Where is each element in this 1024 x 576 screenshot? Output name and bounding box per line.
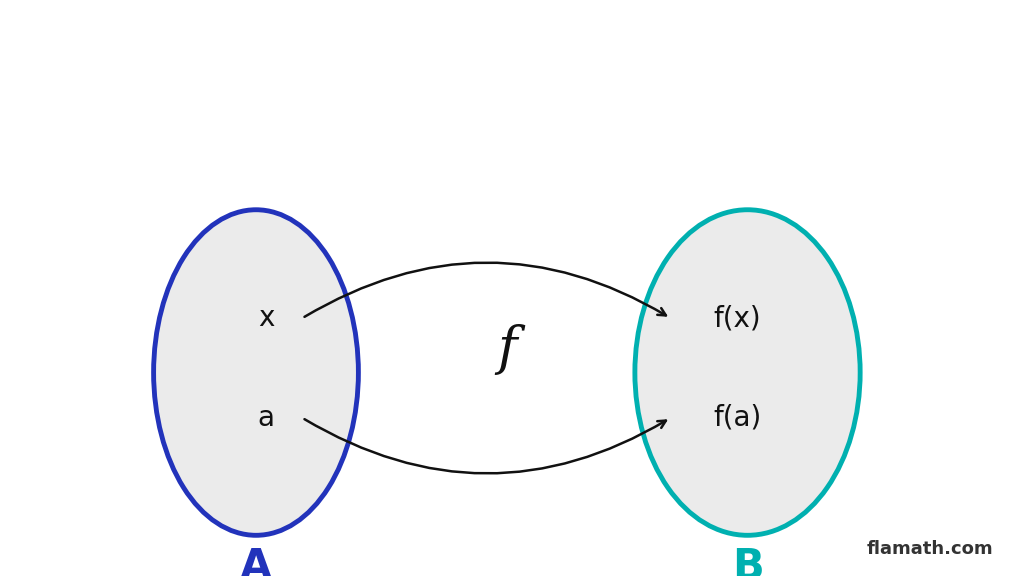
Ellipse shape <box>635 210 860 535</box>
Text: f(a): f(a) <box>713 404 762 432</box>
Ellipse shape <box>154 210 358 535</box>
Text: flamath.com: flamath.com <box>866 540 993 558</box>
Text: f: f <box>497 324 517 376</box>
Text: A: A <box>240 546 272 576</box>
Text: f(x): f(x) <box>714 304 761 332</box>
Text: B: B <box>731 546 764 576</box>
Text: ¿Qué es una función?: ¿Qué es una función? <box>11 20 1013 104</box>
Text: a: a <box>258 404 274 432</box>
Text: x: x <box>258 304 274 332</box>
